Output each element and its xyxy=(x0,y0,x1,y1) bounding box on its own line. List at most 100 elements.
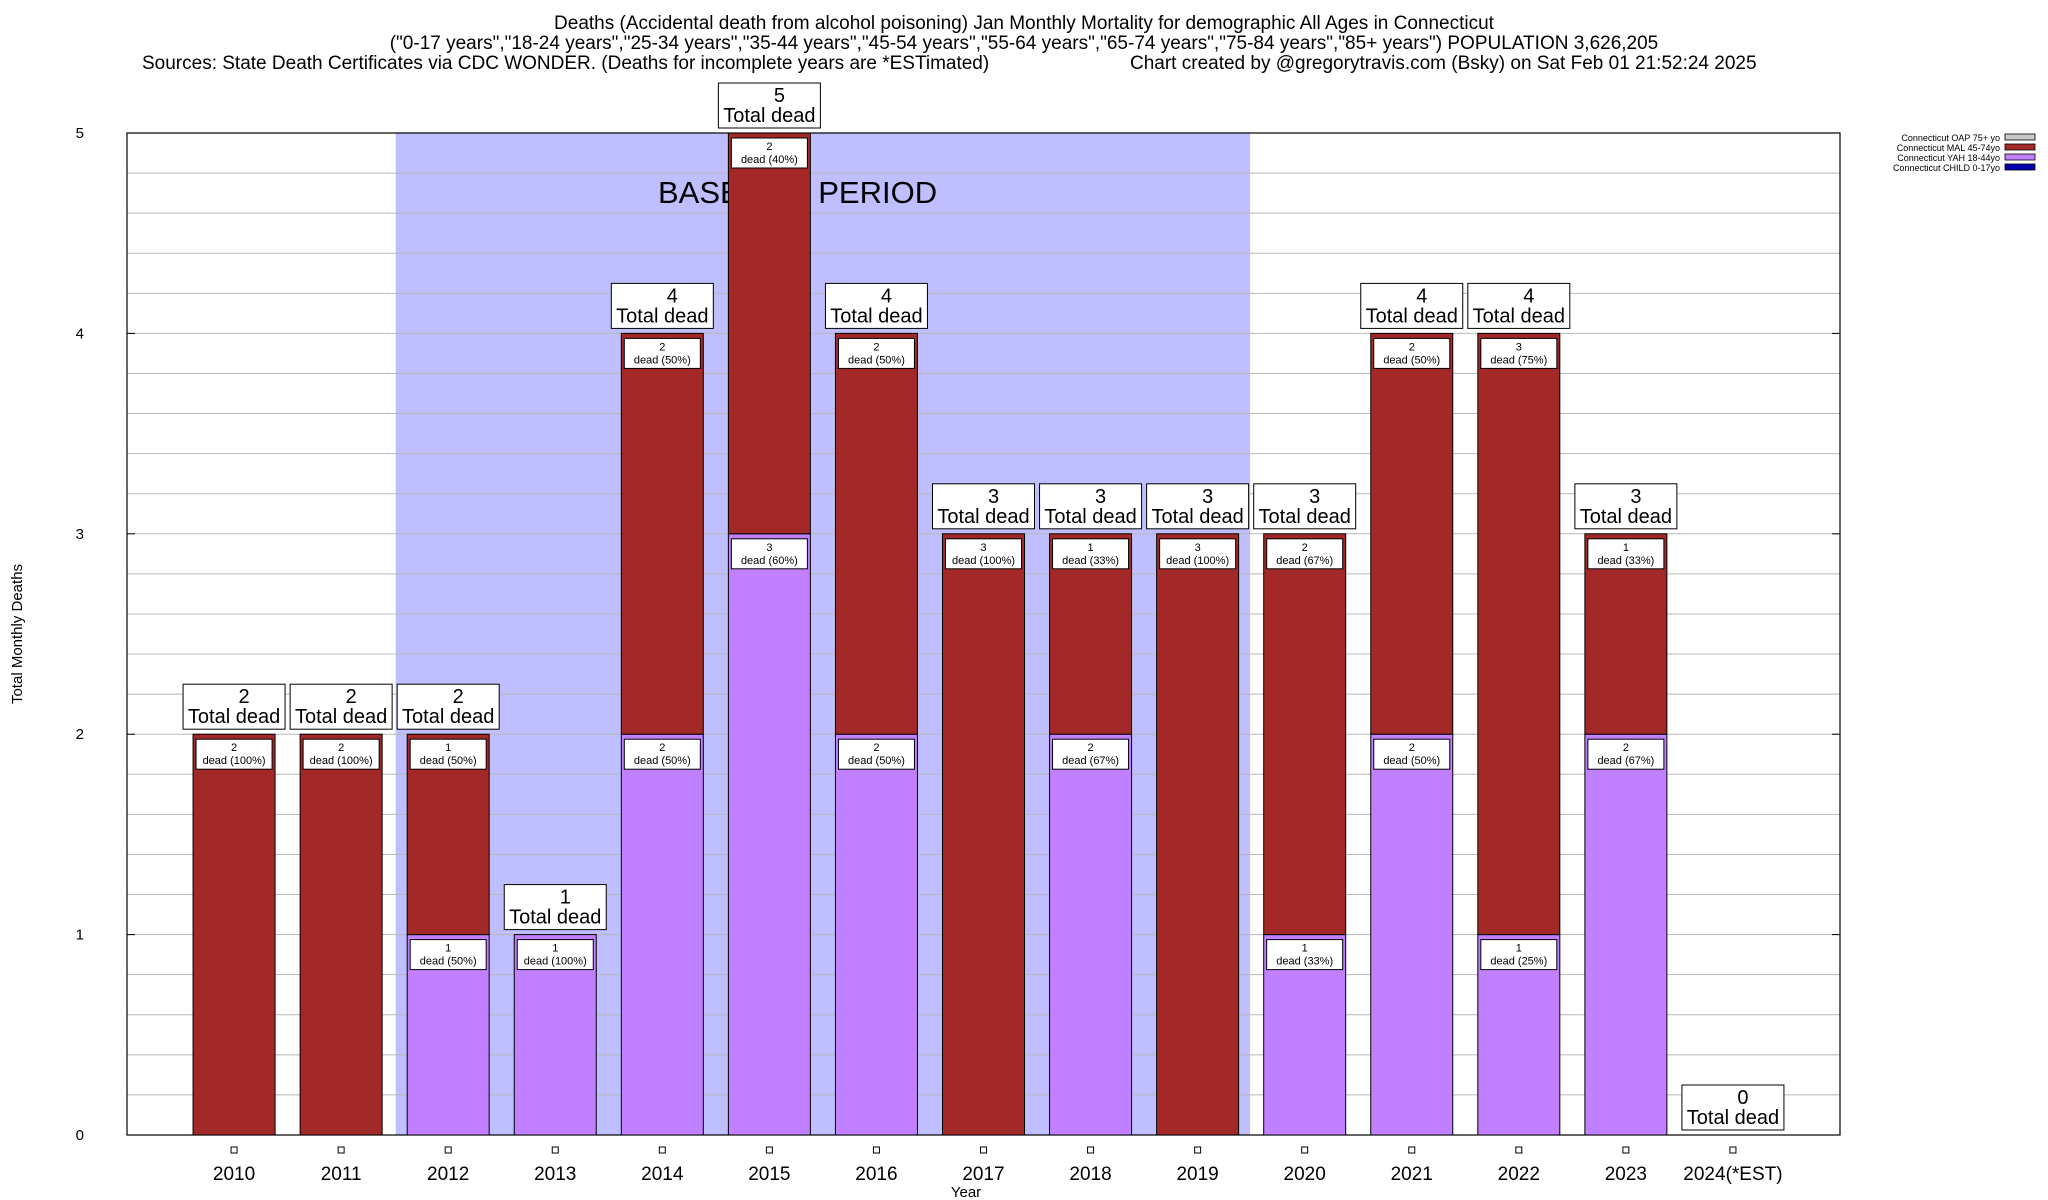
x-tick-label: 2018 xyxy=(1069,1164,1111,1185)
segment-label-text: dead (50%) xyxy=(634,354,691,366)
total-label-text: Total dead xyxy=(188,706,280,728)
x-tick-marker xyxy=(1087,1146,1095,1154)
x-tick-label: 2014 xyxy=(641,1164,684,1185)
segment-label-box xyxy=(945,538,1022,570)
x-tick-label: 2012 xyxy=(427,1164,469,1185)
segment-label-text: dead (50%) xyxy=(848,354,905,366)
x-tick-marker xyxy=(1194,1146,1202,1154)
segment-label-count: 2 xyxy=(873,341,879,353)
bar-segment xyxy=(834,332,918,735)
legend-entry-label: Connecticut CHILD 0-17yo xyxy=(1893,163,2000,173)
segment-label-count: 2 xyxy=(1302,542,1308,554)
segment-label-box xyxy=(1480,337,1558,369)
segment-label-count: 2 xyxy=(659,742,665,754)
x-tick-marker xyxy=(980,1146,987,1154)
total-label-count: 2 xyxy=(239,686,250,708)
segment-label-text: dead (67%) xyxy=(1597,755,1654,767)
segment-label-count: 2 xyxy=(338,742,344,754)
bar-segment xyxy=(620,733,704,1136)
total-label-box xyxy=(1146,483,1250,530)
x-tick-label: 2022 xyxy=(1498,1164,1540,1185)
total-label-box xyxy=(182,683,286,730)
total-label-box xyxy=(932,483,1035,530)
total-label-text: Total dead xyxy=(1687,1107,1779,1129)
total-label-count: 3 xyxy=(988,486,999,508)
x-tick-marker xyxy=(1301,1146,1309,1154)
total-label-box xyxy=(1253,483,1357,530)
segment-label-box xyxy=(730,137,808,169)
segment-label-box xyxy=(1266,538,1344,570)
segment-label-box xyxy=(837,738,915,770)
total-label-text: Total dead xyxy=(937,506,1029,528)
total-label-box xyxy=(824,282,928,329)
bar-segment xyxy=(299,733,383,1136)
total-label-count: 4 xyxy=(1416,285,1427,307)
x-tick-label: 2021 xyxy=(1391,1164,1433,1185)
segment-label-text: dead (75%) xyxy=(1490,354,1547,366)
segment-label-text: dead (50%) xyxy=(420,956,477,968)
chart-credit: Chart created by @gregorytravis.com (Bsk… xyxy=(1130,53,1757,74)
segment-label-box xyxy=(837,337,915,369)
segment-label-box xyxy=(623,738,701,770)
segment-label-box xyxy=(1159,538,1237,570)
total-label-count: 3 xyxy=(1202,486,1213,508)
legend-entry-swatch xyxy=(2004,143,2036,151)
segment-label-box xyxy=(1373,738,1451,770)
y-tick-label: 5 xyxy=(76,125,84,142)
x-tick-label: 2020 xyxy=(1284,1164,1326,1185)
legend-entry-swatch xyxy=(2004,133,2036,141)
bar-segment xyxy=(942,533,1025,1136)
segment-label-text: dead (50%) xyxy=(1383,354,1440,366)
segment-label-count: 3 xyxy=(980,542,986,554)
x-tick-label: 2019 xyxy=(1176,1164,1218,1185)
x-tick-marker xyxy=(872,1146,880,1154)
chart-sources: Sources: State Death Certificates via CD… xyxy=(142,53,990,74)
segment-label-box xyxy=(1587,738,1665,770)
x-tick-label: 2010 xyxy=(213,1164,255,1185)
x-tick-label: 2013 xyxy=(534,1164,576,1185)
total-label-text: Total dead xyxy=(830,305,922,327)
segment-label-count: 1 xyxy=(1516,943,1522,955)
legend-entry-swatch xyxy=(2004,163,2036,171)
x-tick-label: 2011 xyxy=(321,1164,362,1185)
total-label-text: Total dead xyxy=(1044,506,1136,528)
bar-segment xyxy=(1584,733,1668,1136)
segment-label-box xyxy=(1373,337,1451,369)
total-label-count: 3 xyxy=(1309,486,1320,508)
total-label-count: 0 xyxy=(1737,1087,1748,1109)
segment-label-box xyxy=(623,337,701,369)
total-label-count: 2 xyxy=(346,686,357,708)
chart-subtitle: ("0-17 years","18-24 years","25-34 years… xyxy=(389,33,1659,54)
segment-label-box xyxy=(1266,939,1344,971)
segment-label-box xyxy=(409,738,487,770)
total-label-text: Total dead xyxy=(1151,506,1243,528)
segment-label-count: 2 xyxy=(1088,742,1094,754)
bar-segment xyxy=(1370,733,1454,1136)
total-label-count: 3 xyxy=(1630,486,1641,508)
x-tick-marker xyxy=(230,1146,238,1154)
segment-label-count: 1 xyxy=(1088,542,1094,554)
segment-label-text: dead (100%) xyxy=(310,755,373,767)
segment-label-count: 2 xyxy=(873,742,879,754)
total-label-text: Total dead xyxy=(1473,305,1565,327)
segment-label-count: 1 xyxy=(445,943,451,955)
total-label-count: 4 xyxy=(881,285,892,307)
segment-label-text: dead (50%) xyxy=(848,755,905,767)
segment-label-count: 2 xyxy=(1409,742,1415,754)
total-label-count: 4 xyxy=(667,285,678,307)
x-tick-label: 2015 xyxy=(748,1164,790,1185)
total-label-text: Total dead xyxy=(1259,506,1351,528)
bar-segment xyxy=(1263,533,1347,936)
x-tick-marker xyxy=(1408,1146,1416,1154)
segment-label-box xyxy=(195,738,273,770)
segment-label-text: dead (60%) xyxy=(741,555,798,567)
x-tick-marker xyxy=(444,1146,452,1154)
bar-segment xyxy=(727,132,811,535)
total-label-text: Total dead xyxy=(723,105,815,127)
total-label-box xyxy=(396,683,500,730)
y-tick-label: 3 xyxy=(76,526,84,543)
segment-label-count: 2 xyxy=(766,141,772,153)
segment-label-count: 2 xyxy=(1409,341,1415,353)
x-axis-title: Year xyxy=(951,1184,981,1200)
